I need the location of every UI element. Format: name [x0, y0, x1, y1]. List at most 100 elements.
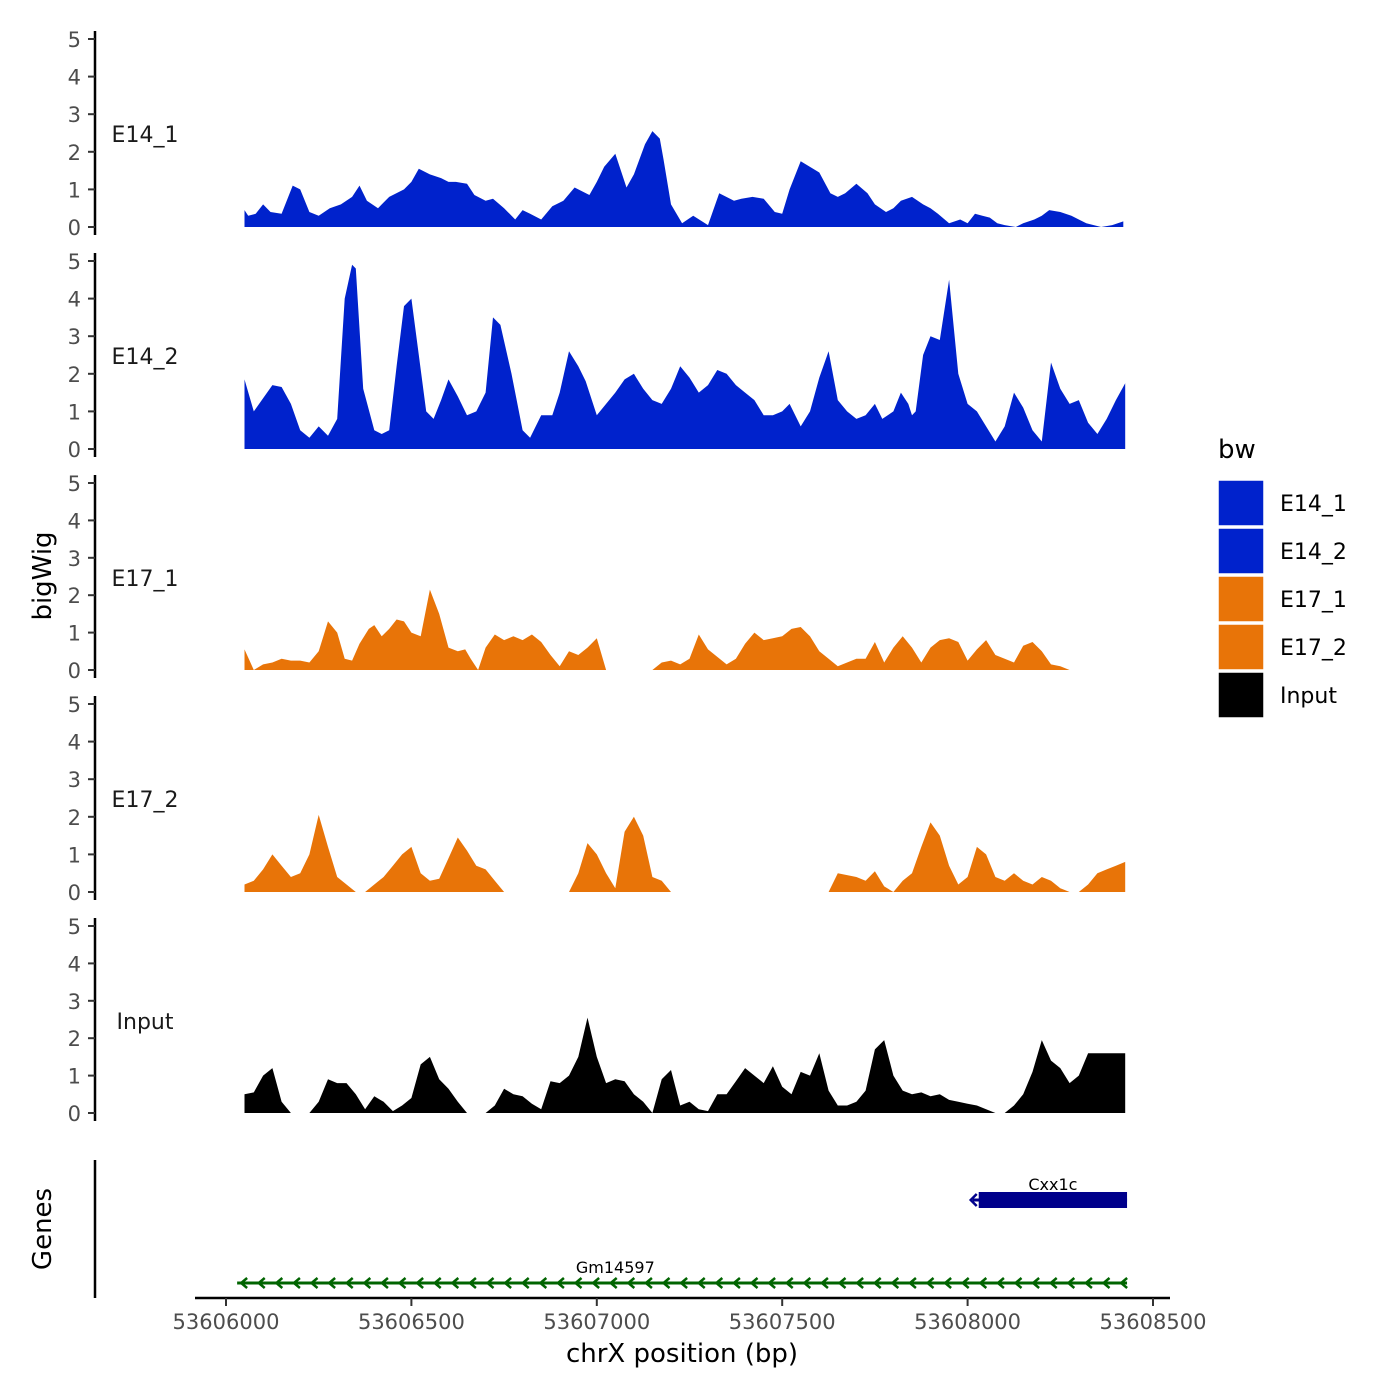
coverage-area [244, 589, 1126, 670]
legend-label: Input [1280, 684, 1337, 709]
strand-arrow [1119, 1277, 1128, 1289]
y-tick-label: 5 [68, 28, 81, 52]
legend-item-e17-2: E17_2 [1217, 623, 1347, 671]
strand-arrow [626, 1277, 636, 1289]
y-tick-label: 3 [68, 103, 81, 127]
gene-cxx1c: Cxx1c [968, 1175, 1128, 1208]
y-tick-label: 2 [68, 363, 81, 387]
strand-arrow [643, 1277, 653, 1289]
strand-arrow [573, 1277, 583, 1289]
strand-arrow [467, 1277, 477, 1289]
y-tick-label: 3 [68, 547, 81, 571]
legend-swatch [1217, 671, 1265, 719]
strand-arrow [327, 1277, 336, 1289]
strand-arrow [1083, 1277, 1093, 1289]
y-tick-label: 2 [68, 584, 81, 608]
y-tick-label: 1 [68, 622, 81, 646]
track-label: Input [117, 1010, 174, 1035]
y-tick-label: 0 [68, 881, 81, 905]
strand-arrow [784, 1277, 794, 1289]
y-tick-label: 3 [68, 768, 81, 792]
strand-arrow [995, 1277, 1005, 1289]
strand-arrow [872, 1277, 882, 1289]
x-tick-label: 53607500 [729, 1310, 836, 1334]
strand-arrow [679, 1277, 688, 1289]
legend-label: E17_2 [1280, 636, 1347, 661]
strand-arrow [450, 1277, 460, 1289]
strand-arrow [503, 1277, 512, 1289]
y-tick-label: 0 [68, 216, 81, 240]
y-tick-label: 5 [68, 250, 81, 274]
coverage-area [244, 814, 1126, 892]
strand-arrow [274, 1277, 284, 1289]
coverage-area [244, 131, 1124, 227]
strand-arrow [520, 1277, 530, 1289]
y-tick-label: 4 [68, 288, 81, 312]
track-e17-1: 0 1 2 3 4 5 E17_1 [68, 472, 1126, 683]
legend-item-input: Input [1217, 671, 1337, 719]
y-tick-label: 4 [68, 66, 81, 90]
genes-axis-title: Genes [28, 1188, 58, 1270]
strand-arrow [397, 1277, 407, 1289]
x-axis-title: chrX position (bp) [566, 1339, 798, 1369]
genes-panel: Gm14597 Cxx1c [93, 1160, 1128, 1298]
strand-arrow [485, 1277, 495, 1289]
y-tick-label: 0 [68, 659, 81, 683]
x-tick-label: 53606000 [173, 1310, 280, 1334]
x-tick-label: 53606500 [358, 1310, 465, 1334]
strand-arrow [1066, 1277, 1076, 1289]
strand-arrow [855, 1277, 864, 1289]
strand-arrow [731, 1277, 741, 1289]
coverage-area [244, 264, 1126, 449]
strand-arrow [890, 1277, 900, 1289]
strand-arrow [749, 1277, 759, 1289]
gene-gm14597: Gm14597 [237, 1258, 1128, 1289]
y-tick-label: 2 [68, 1027, 81, 1051]
x-tick-label: 53607000 [543, 1310, 650, 1334]
track-label: E17_2 [112, 788, 179, 813]
strand-arrow [591, 1277, 600, 1289]
legend-title: bw [1218, 435, 1256, 465]
strand-arrow [767, 1277, 776, 1289]
strand-arrow [968, 1193, 978, 1207]
y-tick-label: 1 [68, 843, 81, 867]
track-label: E17_1 [112, 567, 179, 592]
strand-arrow [555, 1277, 565, 1289]
legend-item-e17-1: E17_1 [1217, 575, 1347, 623]
strand-arrow [344, 1277, 354, 1289]
y-tick-label: 2 [68, 141, 81, 165]
legend: bw E14_1 E14_2 E17_1 E17_2 Input [1217, 435, 1347, 719]
strand-arrow [256, 1277, 266, 1289]
strand-arrow [239, 1277, 248, 1289]
track-e14-1: 0 1 2 3 4 5 E14_1 [68, 28, 1124, 240]
strand-arrow [802, 1277, 812, 1289]
track-label: E14_1 [112, 123, 179, 148]
legend-label: E17_1 [1280, 588, 1347, 613]
track-input: 0 1 2 3 4 5 Input [68, 915, 1126, 1126]
track-e14-2: 0 1 2 3 4 5 E14_2 [68, 250, 1126, 462]
strand-arrow [362, 1277, 372, 1289]
x-tick-label: 53608000 [914, 1310, 1021, 1334]
legend-swatch [1217, 623, 1265, 671]
strand-arrow [925, 1277, 935, 1289]
x-tick-label: 53608500 [1100, 1310, 1207, 1334]
bigwig-tracks: 0 1 2 3 4 5 E14_1 0 1 2 3 4 5 E14_2 0 1 2 3 4 5 E17_1 0 1 2 3 4 5 E… [68, 28, 1126, 1126]
y-tick-label: 0 [68, 1102, 81, 1126]
legend-item-e14-2: E14_2 [1217, 527, 1347, 575]
legend-swatch [1217, 479, 1265, 527]
gene-exon [978, 1192, 1128, 1208]
y-tick-label: 1 [68, 178, 81, 202]
strand-arrow [432, 1277, 442, 1289]
strand-arrow [819, 1277, 829, 1289]
y-tick-label: 3 [68, 325, 81, 349]
track-e17-2: 0 1 2 3 4 5 E17_2 [68, 693, 1126, 905]
strand-arrow [415, 1277, 424, 1289]
strand-arrow [608, 1277, 618, 1289]
y-tick-label: 2 [68, 806, 81, 830]
strand-arrow [943, 1277, 952, 1289]
gene-label: Gm14597 [576, 1258, 655, 1277]
strand-arrow [379, 1277, 389, 1289]
strand-arrow [907, 1277, 917, 1289]
strand-arrow [538, 1277, 548, 1289]
